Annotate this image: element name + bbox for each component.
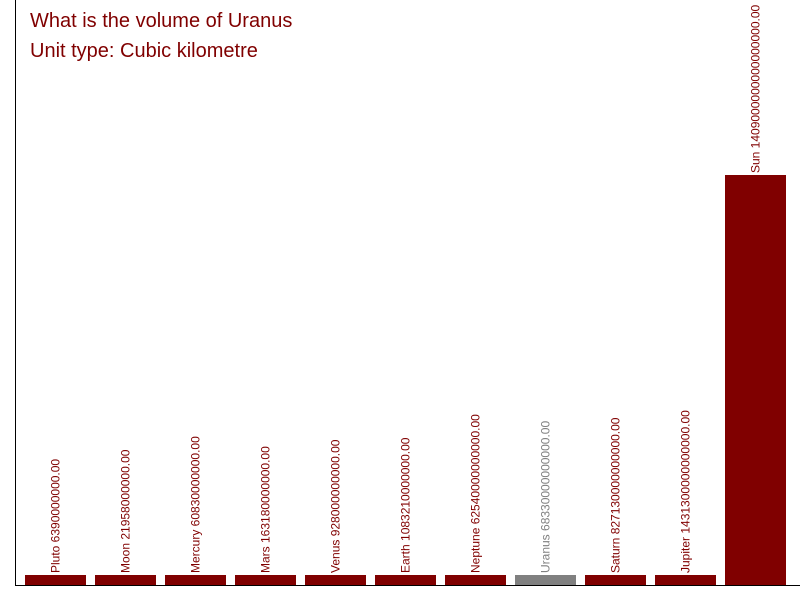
data-label-saturn: Saturn 827130000000000.00: [609, 417, 623, 573]
data-label-pluto: Pluto 6390000000.00: [49, 459, 63, 573]
data-label-mars: Mars 163180000000.00: [259, 446, 273, 573]
bar-mars: [235, 575, 296, 585]
bars-layer: [25, 175, 786, 585]
bar-uranus: [515, 575, 576, 585]
data-label-uranus: Uranus 68330000000000.00: [539, 421, 553, 573]
bar-earth: [375, 575, 436, 585]
bar-moon: [95, 575, 156, 585]
bar-saturn: [585, 575, 646, 585]
labels-layer: Pluto 6390000000.00 Moon 21958000000.00 Me…: [49, 5, 763, 573]
chart-subtitle: Unit type: Cubic kilometre: [30, 40, 258, 62]
data-label-jupiter: Jupiter 1431300000000000.00: [679, 410, 693, 573]
data-label-moon: Moon 21958000000.00: [119, 449, 133, 573]
data-label-mercury: Mercury 60830000000.00: [189, 436, 203, 573]
data-label-neptune: Neptune 62540000000000.00: [469, 414, 483, 573]
chart-title: What is the volume of Uranus: [30, 10, 293, 32]
data-label-earth: Earth 1083210000000.00: [399, 437, 413, 573]
bar-pluto: [25, 575, 86, 585]
bar-sun: [725, 175, 786, 585]
bar-jupiter: [655, 575, 716, 585]
bar-mercury: [165, 575, 226, 585]
bar-venus: [305, 575, 366, 585]
data-label-sun: Sun 1409000000000000000.00: [749, 5, 763, 173]
data-label-venus: Venus 928000000000.00: [329, 439, 343, 573]
bar-neptune: [445, 575, 506, 585]
